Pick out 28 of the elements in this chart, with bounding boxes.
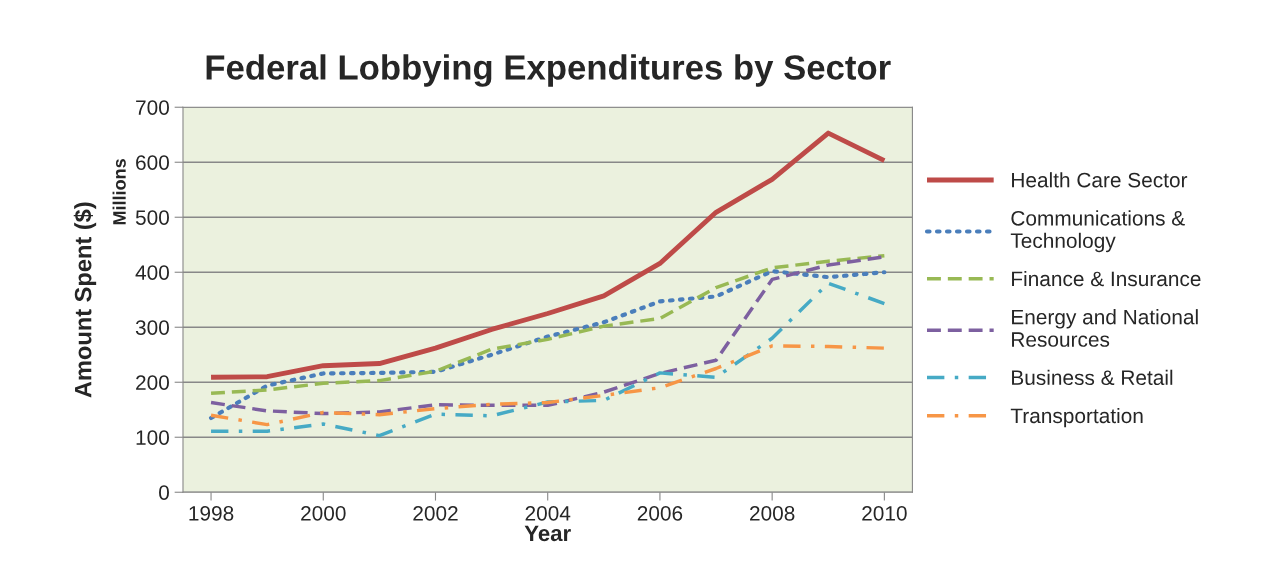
legend-label: Energy and National Resources [1012, 309, 1198, 347]
legend-label: Transportation [1010, 407, 1143, 428]
legend-label: Health Care Sector [1012, 172, 1188, 188]
y-tick-label: 600 [136, 155, 169, 170]
x-tick-label: 2010 [862, 505, 907, 521]
line-series [208, 130, 887, 380]
y-tick-label: 700 [136, 100, 169, 115]
x-tick-label: 2006 [637, 505, 683, 521]
x-tick-label: 2008 [750, 505, 795, 521]
y-tick-label: 0 [159, 485, 169, 500]
x-tick-label: 2002 [413, 505, 458, 521]
legend-label: Finance & Insurance [1012, 270, 1201, 287]
text: Millions [112, 159, 126, 225]
y-tick-label: 200 [136, 375, 169, 390]
y-tick-label: 500 [135, 210, 169, 225]
x-axis-title: Year [524, 525, 571, 542]
legend-label: Business & Retail [1012, 369, 1173, 386]
y-tick-label: 400 [135, 265, 169, 280]
x-tick-label: 2004 [525, 505, 571, 521]
line-series [209, 344, 887, 427]
y-tick-label: 300 [135, 320, 169, 335]
x-tick-label: 1998 [189, 505, 234, 521]
legend-label: Communications & Technology [1010, 210, 1185, 253]
x-tick-label: 2000 [301, 505, 346, 521]
y-axis-title: Amount Spent ($) [73, 202, 97, 398]
y-tick-label: 100 [136, 430, 169, 445]
chart-title: Federal Lobbying Expenditures by Sector [206, 54, 891, 87]
line-series [209, 281, 887, 438]
